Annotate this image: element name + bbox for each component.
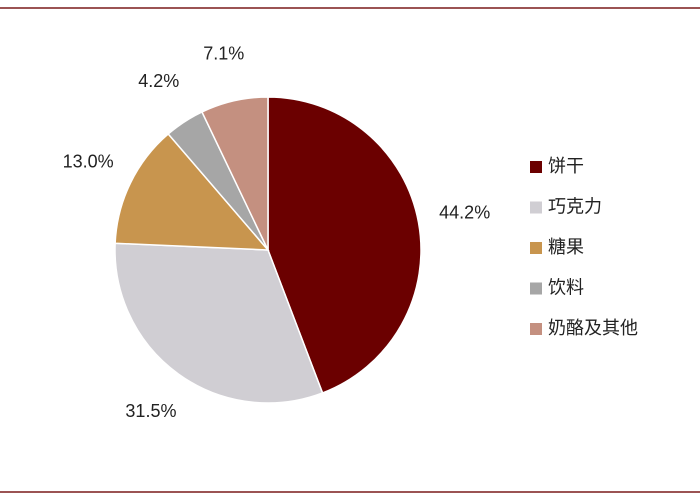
data-label: 4.2%	[138, 71, 179, 91]
legend-label: 饮料	[548, 278, 584, 299]
legend-swatch	[530, 242, 542, 254]
legend-swatch	[530, 282, 542, 295]
data-label: 13.0%	[63, 151, 114, 171]
legend-swatch	[530, 161, 542, 173]
pie-slice	[200, 96, 269, 251]
legend-label: 饼干	[548, 156, 584, 177]
legend-label: 巧克力	[548, 197, 602, 218]
legend-swatch	[530, 201, 542, 214]
pie-slice	[267, 96, 422, 394]
legend-label: 糖果	[548, 237, 584, 258]
data-label: 44.2%	[439, 203, 490, 223]
pie-slice	[114, 242, 324, 404]
data-label: 31.5%	[125, 401, 176, 421]
data-label: 7.1%	[203, 44, 244, 64]
legend-swatch	[530, 323, 542, 335]
legend-label: 奶酪及其他	[548, 318, 638, 339]
pie-slice	[114, 132, 270, 251]
